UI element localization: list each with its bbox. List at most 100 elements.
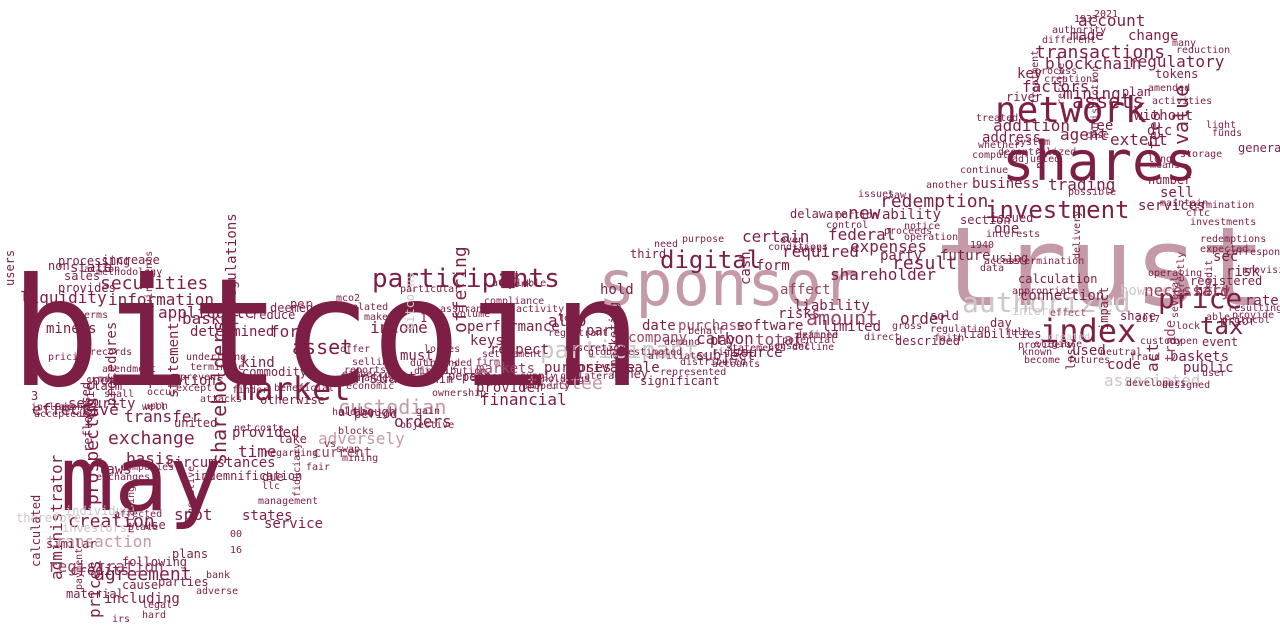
word-treatment: treatment bbox=[1030, 50, 1041, 104]
word-cash: cash bbox=[738, 251, 754, 285]
word-known: known bbox=[1022, 347, 1052, 358]
word-section: section bbox=[960, 213, 1011, 227]
word-fair: fair bbox=[306, 462, 330, 473]
word-neutral: neutral bbox=[1100, 347, 1142, 358]
word-accounts: accounts bbox=[712, 359, 760, 370]
word-claim: claim bbox=[86, 379, 122, 393]
word-orders: orders bbox=[394, 412, 452, 431]
word-regulatory: regulatory bbox=[1128, 52, 1225, 71]
word-date: date bbox=[642, 318, 676, 334]
word-however: however bbox=[1120, 283, 1179, 299]
word-provide: provide bbox=[1232, 310, 1274, 321]
word-property: property bbox=[522, 381, 570, 392]
word-fork: fork bbox=[270, 322, 309, 341]
word-third: third bbox=[630, 247, 666, 261]
word-discretion: discretion bbox=[565, 343, 625, 354]
word-administrator: administrator bbox=[47, 454, 66, 580]
word-jurisdiction: jurisdiction bbox=[1090, 66, 1101, 138]
word-2017: 2017 bbox=[1136, 314, 1160, 325]
word-necessary: necessary bbox=[1144, 281, 1231, 300]
word-expected: expected bbox=[1200, 244, 1248, 255]
word-increase: increase bbox=[102, 253, 160, 267]
word-make: make bbox=[364, 312, 388, 323]
word-negative: negative bbox=[186, 466, 197, 514]
word-bitcoin: bitcoin bbox=[10, 247, 642, 421]
word-power: power bbox=[92, 373, 134, 389]
word-activity: activity bbox=[516, 304, 564, 315]
word-cause: cause bbox=[122, 578, 158, 592]
word-order: order bbox=[900, 309, 949, 328]
word-even: even bbox=[780, 235, 804, 246]
word-individual: individual bbox=[65, 504, 137, 518]
word-security: security bbox=[68, 396, 135, 412]
word-river: river bbox=[1006, 90, 1042, 104]
word-purchase: purchase bbox=[678, 318, 745, 334]
word-different: different bbox=[1042, 35, 1096, 46]
word-fraud: fraud bbox=[1130, 352, 1160, 363]
word-authorized: authorized bbox=[962, 286, 1131, 319]
word-users: users bbox=[3, 250, 17, 286]
word-irs: irs bbox=[112, 614, 130, 625]
word-shall: shall bbox=[104, 389, 134, 400]
word-use: use bbox=[144, 518, 166, 532]
word-developers: developers bbox=[1126, 378, 1186, 389]
word-risks: risks bbox=[778, 306, 820, 322]
word-blockchain: blockchain bbox=[1045, 54, 1141, 73]
word-form: form bbox=[756, 258, 790, 274]
word-firm: firm bbox=[476, 357, 500, 368]
word-trading: trading bbox=[1048, 175, 1115, 194]
word-exchange: exchange bbox=[108, 428, 195, 449]
word-conditions: conditions bbox=[768, 242, 828, 253]
word-except: except bbox=[176, 383, 212, 394]
word-plans: plans bbox=[172, 547, 208, 561]
word-time: time bbox=[238, 442, 277, 461]
word-directly: directly bbox=[1176, 252, 1187, 300]
word-software: software bbox=[736, 318, 803, 334]
word-price: price bbox=[1158, 282, 1242, 315]
word-direct: direct bbox=[864, 332, 900, 343]
word-basket: basket bbox=[182, 309, 240, 328]
word-take: take bbox=[278, 432, 307, 446]
word-following: following bbox=[122, 555, 187, 569]
word-sponsor: sponsor bbox=[598, 247, 859, 320]
word-marketing: marketing bbox=[607, 302, 621, 367]
word-objective: objective bbox=[400, 420, 454, 431]
word-amount: amount bbox=[806, 306, 878, 330]
word-creations: creations bbox=[1044, 74, 1098, 85]
word-holding: holding bbox=[332, 407, 374, 418]
word-indemnification: indemnification bbox=[194, 469, 302, 483]
word-although: although bbox=[338, 405, 396, 419]
word-access: access bbox=[984, 256, 1020, 267]
word-requirements: requirements bbox=[144, 251, 155, 323]
word-money: money bbox=[612, 367, 648, 381]
word-assurance: assurance bbox=[440, 304, 494, 315]
word-addition: addition bbox=[993, 116, 1070, 135]
word-regulations: regulations bbox=[224, 213, 240, 306]
word-futures: futures bbox=[1068, 355, 1110, 366]
word-llc: llc bbox=[262, 481, 280, 492]
word-available: available bbox=[492, 278, 546, 289]
word-corresponding: corresponding bbox=[1226, 247, 1280, 258]
word-without: without bbox=[1134, 108, 1193, 124]
word-16: 16 bbox=[230, 545, 242, 556]
word-sell: sell bbox=[1160, 185, 1194, 201]
word-fee: fee bbox=[1088, 118, 1113, 134]
word-dtc: dtc bbox=[1147, 123, 1172, 139]
word-reduce: reduce bbox=[252, 308, 295, 322]
word-extent: extent bbox=[1110, 130, 1168, 149]
word-particular: particular bbox=[400, 284, 460, 295]
word-proceeds: proceeds bbox=[884, 226, 932, 237]
word-reflect: reflect bbox=[81, 401, 95, 452]
word-party: party bbox=[880, 248, 922, 264]
word-place: place bbox=[128, 522, 158, 533]
word-liability: liability bbox=[794, 298, 870, 314]
word-united: united bbox=[174, 416, 217, 430]
word-hard: hard bbox=[142, 610, 166, 621]
word-source: source bbox=[732, 345, 783, 361]
word-state: state bbox=[70, 260, 112, 276]
word-determined: determined bbox=[190, 324, 274, 340]
word-interests: interests bbox=[986, 229, 1040, 240]
word-filed: filed bbox=[418, 366, 448, 377]
word-1933: 1933 bbox=[1074, 14, 1098, 25]
word-significant: significant bbox=[640, 374, 719, 388]
